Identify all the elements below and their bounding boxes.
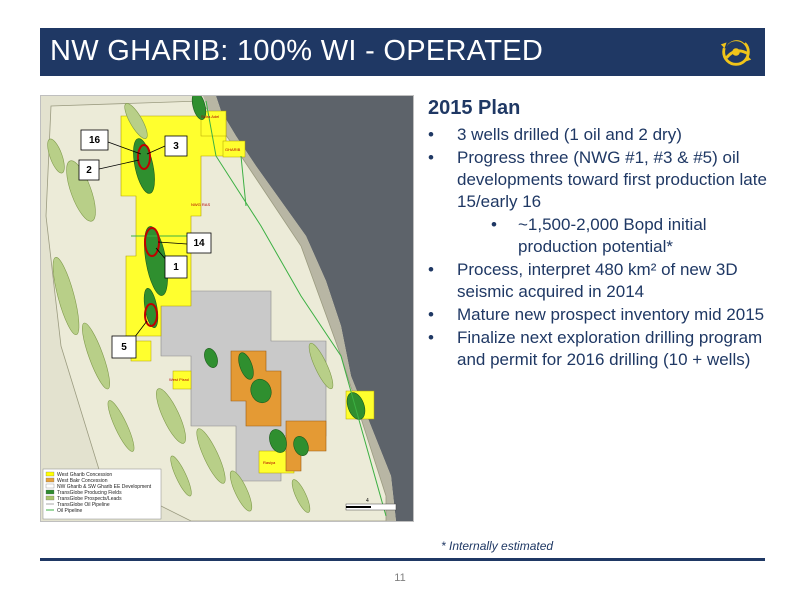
plan-sub-bullet-item: • ~1,500-2,000 Bopd initial production po…	[426, 214, 776, 258]
callout-2: 2	[78, 159, 100, 181]
svg-text:West Bakr Concession: West Bakr Concession	[57, 478, 108, 484]
bullet-dot: •	[428, 260, 434, 279]
plan-bullet-item: • Progress three (NWG #1, #3 & #5) oil de…	[426, 147, 776, 213]
legend-item-2: NW Gharib & SW Gharib EE Development	[45, 483, 152, 490]
svg-text:16: 16	[89, 135, 101, 146]
plan-heading: 2015 Plan	[428, 97, 521, 119]
gharib-block	[222, 140, 246, 158]
plan-panel: 2015 Plan • 3 wells drilled (1 oil and 2 …	[426, 95, 776, 372]
plan-bullet-text: Finalize next exploration drilling progr…	[457, 328, 763, 369]
slide-title: NW GHARIB: 100% WI - OPERATED	[50, 35, 544, 67]
svg-text:Sidra Adel: Sidra Adel	[201, 114, 219, 119]
page-number: 11	[394, 572, 406, 584]
svg-text:1: 1	[173, 262, 179, 273]
pipelines	[131, 100, 387, 517]
plan-bullet-item: • 3 wells drilled (1 oil and 2 dry)	[426, 124, 776, 146]
svg-text:3: 3	[173, 141, 179, 152]
legend-item-0: West Gharib Concession	[45, 471, 112, 478]
svg-text:14: 14	[193, 238, 205, 249]
legend-item-5: TransGlobe Oil Pipeline	[46, 502, 110, 508]
map-legend: West Gharib Concession West Bakr Concess…	[42, 468, 162, 520]
svg-text:West Gharib Concession: West Gharib Concession	[57, 472, 112, 478]
bullet-dot: •	[428, 305, 434, 324]
svg-text:TransGlobe Oil Pipeline: TransGlobe Oil Pipeline	[57, 502, 110, 508]
svg-text:West Pisrol: West Pisrol	[169, 377, 189, 382]
title-bar: NW GHARIB: 100% WI - OPERATED	[40, 28, 765, 76]
callout-16: 16	[80, 129, 109, 151]
svg-text:Rasiya: Rasiya	[263, 460, 276, 465]
plan-bullet-text: 3 wells drilled (1 oil and 2 dry)	[457, 125, 682, 144]
callout-14: 14	[186, 232, 212, 254]
svg-text:NWG RAS: NWG RAS	[191, 202, 210, 207]
plan-bullet-text: Process, interpret 480 km² of new 3D sei…	[457, 260, 738, 301]
area-labels: Sidra Adel GHARIB NWG RAS West Pisrol Ra…	[169, 114, 276, 465]
callout-1: 1	[164, 255, 188, 279]
plan-bullet-text: ~1,500-2,000 Bopd initial production pot…	[518, 215, 707, 256]
west-pisrol-block	[172, 370, 192, 390]
plan-bullet-text: Progress three (NWG #1, #3 & #5) oil dev…	[457, 148, 767, 211]
concession-map: 16 3 2 14 1 5 Sidra Adel GHARIB NWG RAS …	[40, 95, 414, 522]
bullet-dot: •	[428, 125, 434, 144]
map-graphic: 16 3 2 14 1 5 Sidra Adel GHARIB NWG RAS …	[41, 96, 413, 521]
svg-text:4: 4	[366, 498, 369, 504]
well-callouts: 16 3 2 14 1 5	[78, 129, 212, 359]
svg-text:Oil Pipeline: Oil Pipeline	[57, 508, 83, 514]
bottom-divider	[40, 558, 765, 561]
svg-text:GHARIB: GHARIB	[225, 147, 241, 152]
plan-bullet-list: • 3 wells drilled (1 oil and 2 dry) • Prog…	[426, 124, 776, 371]
plan-bullet-item: • Finalize next exploration drilling prog…	[426, 327, 776, 371]
svg-text:2: 2	[86, 165, 92, 176]
svg-text:5: 5	[121, 342, 127, 353]
prospect-leads	[47, 103, 334, 513]
plan-bullet-text: Mature new prospect inventory mid 2015	[457, 305, 765, 324]
bullet-dot: •	[491, 215, 497, 234]
bullet-dot: •	[428, 328, 434, 347]
callout-5: 5	[111, 335, 137, 359]
svg-text:TransGlobe Prospects/Leads: TransGlobe Prospects/Leads	[57, 496, 122, 502]
legend-item-4: TransGlobe Prospects/Leads	[45, 495, 122, 502]
legend-item-3: TransGlobe Producing Fields	[45, 489, 122, 496]
footnote: * Internally estimated	[441, 539, 554, 553]
plan-bullet-item: • Process, interpret 480 km² of new 3D se…	[426, 259, 776, 303]
sea-area	[216, 96, 413, 521]
svg-text:NW Gharib & SW Gharib EE Devel: NW Gharib & SW Gharib EE Development	[57, 484, 152, 490]
callout-3: 3	[164, 135, 188, 157]
plan-bullet-item: • Mature new prospect inventory mid 2015	[426, 304, 776, 326]
legend-item-6: Oil Pipeline	[46, 508, 83, 514]
bullet-dot: •	[428, 148, 434, 167]
svg-text:TransGlobe Producing Fields: TransGlobe Producing Fields	[57, 490, 122, 496]
company-logo-icon	[720, 37, 752, 66]
scale-bar: 4	[345, 498, 397, 511]
legend-item-1: West Bakr Concession	[45, 477, 108, 484]
